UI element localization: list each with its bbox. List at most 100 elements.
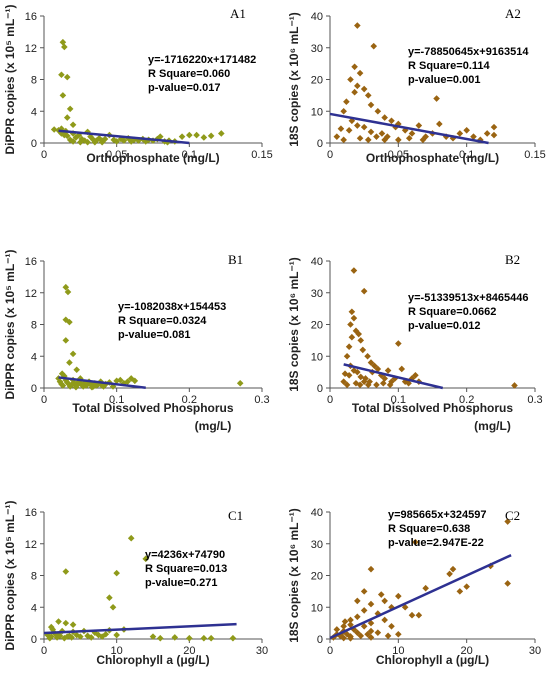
data-point (456, 588, 464, 595)
data-point (381, 375, 388, 382)
trend-line (329, 112, 489, 145)
regression-text: y=-51339513x+8465446 (408, 292, 529, 304)
data-point (171, 634, 179, 641)
panel-tag: B2 (505, 252, 520, 267)
data-point (364, 136, 372, 144)
data-point (77, 633, 84, 640)
data-point (69, 621, 77, 629)
data-point (477, 136, 484, 144)
data-point (69, 138, 77, 145)
data-point (340, 634, 347, 642)
x-tick-label: 0 (41, 645, 47, 657)
data-point (490, 131, 498, 139)
data-point (367, 634, 375, 641)
data-point (207, 132, 215, 140)
data-point (44, 631, 51, 639)
data-point (360, 287, 368, 295)
data-point (504, 580, 511, 587)
data-point (449, 134, 457, 142)
y-axis-label: DiPPR copies (x 10⁵ mL⁻¹) (3, 500, 17, 650)
x-tick-label: 0.3 (527, 394, 542, 406)
data-point (84, 128, 91, 136)
data-point (110, 136, 118, 144)
data-point (62, 337, 70, 344)
data-point (58, 71, 65, 79)
data-point (395, 136, 402, 144)
regression-text: y=985665x+324597 (388, 509, 487, 521)
y-tick-label: 0 (317, 138, 323, 150)
data-point (350, 367, 358, 374)
data-point (186, 131, 193, 139)
data-point (408, 130, 416, 137)
data-point (381, 114, 388, 121)
x-tick-label: 0.1 (459, 149, 474, 161)
data-point (380, 379, 387, 387)
data-point (193, 131, 200, 139)
data-point (341, 370, 349, 378)
data-point (95, 134, 103, 142)
trend-line (58, 376, 146, 390)
x-tick-label: 0.05 (388, 149, 409, 161)
x-tick-label: 0 (327, 149, 333, 161)
data-point (378, 130, 386, 137)
data-point (72, 134, 80, 141)
data-point (200, 134, 208, 141)
data-point (395, 592, 402, 600)
data-point (340, 136, 347, 144)
data-point (384, 367, 392, 374)
y-tick-label: 8 (31, 571, 37, 583)
data-point (364, 381, 372, 389)
data-point (62, 619, 70, 627)
y-tick-label: 30 (311, 288, 323, 300)
x-tick-label: 0.1 (391, 394, 406, 406)
y-tick-label: 12 (25, 43, 37, 55)
data-point (46, 634, 54, 642)
panel-tag: A2 (505, 6, 521, 21)
y-tick-label: 0 (31, 138, 37, 150)
y-tick-label: 8 (31, 75, 37, 87)
data-point (333, 626, 341, 633)
data-point (511, 382, 518, 389)
data-point (113, 631, 120, 639)
y-tick-label: 40 (311, 11, 323, 23)
regression-text: y=-78850645x+9163514 (408, 46, 529, 58)
regression-text: p-value=0.081 (118, 329, 190, 341)
data-point (350, 314, 358, 322)
y-axis-label: DiPPR copies (x 10⁵ mL⁻¹) (3, 249, 17, 399)
data-point (354, 22, 361, 29)
data-point (49, 626, 57, 633)
regression-text: R Square=0.114 (408, 60, 491, 72)
data-point (124, 378, 131, 385)
y-axis-label: 18S copies (x 10⁶ mL⁻¹) (287, 12, 301, 147)
data-point (386, 381, 394, 389)
x-tick-label: 0.3 (254, 394, 269, 406)
data-point (56, 632, 64, 640)
trend-line (329, 554, 512, 640)
data-point (436, 120, 443, 128)
data-point (415, 611, 423, 619)
data-point (350, 267, 358, 274)
data-point (357, 337, 365, 344)
data-point (377, 591, 385, 598)
data-point (354, 597, 361, 605)
regression-text: p-value=0.271 (145, 577, 217, 589)
data-point (449, 565, 457, 573)
y-tick-label: 10 (311, 602, 323, 614)
data-point (360, 85, 368, 93)
panel-b2: 0 10 20 30 40 0 0.1 0.2 0.3 y=-51339513x+8465446 R… (287, 252, 543, 433)
x-tick-label: 0 (327, 394, 333, 406)
data-point (367, 600, 375, 608)
data-point (348, 333, 356, 341)
regression-text: y=-1716220x+171482 (148, 54, 256, 66)
y-tick-label: 0 (317, 634, 323, 646)
data-point (63, 73, 71, 81)
data-point (98, 138, 106, 146)
x-tick-label: 10 (392, 645, 404, 657)
data-point (95, 631, 102, 639)
data-point (356, 381, 364, 389)
x-axis-label: Chlorophyll a (μg/L) (96, 653, 209, 667)
data-point (352, 379, 360, 387)
data-point (343, 381, 351, 389)
data-point (66, 359, 73, 366)
data-point (359, 346, 367, 354)
